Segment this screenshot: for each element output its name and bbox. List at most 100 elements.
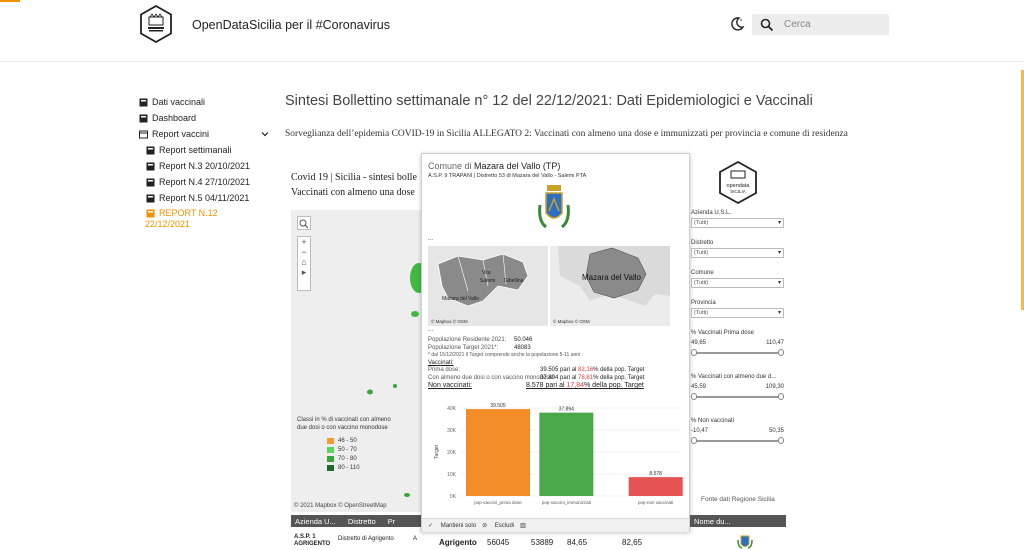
map-label-salemi: Salemi [480, 278, 495, 284]
bar [539, 412, 594, 496]
search-input[interactable] [784, 19, 884, 30]
y-tick-label: 10K [447, 472, 457, 478]
sidebar-item-label: Report N.3 20/10/2021 [159, 161, 251, 171]
sidebar-subitem-report-n4[interactable]: Report N.4 27/10/2021 [146, 174, 269, 190]
range-prima-dose[interactable]: % Vaccinati Prima dose 49,65 110,47 [691, 330, 784, 360]
search-box[interactable] [752, 14, 889, 35]
keep-only-button[interactable]: ✓ Mantieni solo [428, 523, 477, 529]
slider-handle-max[interactable] [778, 393, 784, 400]
sidebar-item-label-line1: REPORT N.12 [159, 208, 218, 218]
select-distretto[interactable]: (Tutti) [691, 248, 784, 258]
range-due-dosi[interactable]: % Vaccinati con almeno due d... 45,59 10… [691, 374, 784, 404]
bar [628, 477, 683, 496]
bar [466, 409, 530, 496]
zoom-out-icon[interactable]: − [301, 247, 307, 257]
sidebar-item-dati-vaccinali[interactable]: Dati vaccinali [139, 94, 269, 110]
opendatasicilia-logo[interactable] [139, 5, 173, 43]
col-pr[interactable]: Pr [387, 516, 396, 526]
book-icon [139, 98, 148, 106]
table-header: Azienda U... Distretto Pr [291, 515, 421, 527]
legend-item[interactable]: 46 - 50 [327, 436, 391, 445]
map-zoom-controls[interactable]: + − ⌂ ▸ [297, 236, 311, 291]
y-axis-label: Target [434, 444, 440, 459]
exclude-button[interactable]: ⊘ Escludi [482, 523, 515, 529]
x-tick-label: pop-non vaccinati [638, 500, 673, 505]
slider-track[interactable] [694, 352, 781, 354]
sidebar-subitem-report-n3[interactable]: Report N.3 20/10/2021 [146, 158, 269, 174]
sidebar-item-label: Report settimanali [159, 145, 232, 155]
map-credit[interactable]: © 2021 Mapbox © OpenStreetMap [294, 503, 387, 509]
home-icon[interactable]: ⌂ [301, 257, 307, 267]
zoom-in-icon[interactable]: + [301, 237, 307, 247]
range-non-vaccinati[interactable]: % Non vaccinati -10,47 50,35 [691, 418, 784, 448]
legend-title-1: Classi in % di vaccinati con almeno [297, 417, 391, 423]
slider-track[interactable] [694, 396, 781, 398]
page-subtitle: Sorveglianza dell’epidemia COVID-19 in S… [285, 129, 848, 139]
sidebar-item-label-line2[interactable]: 22/12/2021 [145, 219, 191, 229]
bar-value-label: 8.578 [649, 471, 662, 477]
search-icon [299, 219, 309, 229]
slider-handle-min[interactable] [691, 393, 697, 400]
col-azienda[interactable]: Azienda U... [295, 516, 336, 526]
opendatasicilia-logo-small: opendata SICILIA [719, 161, 757, 204]
sidebar-item-label: Report N.5 04/11/2021 [159, 193, 250, 203]
select-comune[interactable]: (Tutti) [691, 278, 784, 288]
tooltip-stats: Popolazione Residente 2021: 50.046 Popola… [428, 337, 645, 389]
embed-title: Covid 19 | Sicilia - sintesi bolle Vacci… [291, 170, 417, 200]
col-distretto[interactable]: Distretto [347, 516, 376, 526]
minimap-area: Vita Salemi Gibellina Mazara del Vallo ©… [428, 246, 548, 326]
play-icon[interactable]: ▸ [301, 267, 307, 277]
slider-handle-min[interactable] [691, 437, 697, 444]
scroll-accent[interactable] [1021, 70, 1024, 310]
sidebar-subitem-report-n12-active[interactable]: REPORT N.12 [146, 208, 269, 219]
x-tick-label: pop-vaccini_immunizzati [542, 500, 591, 505]
book-icon [146, 146, 155, 154]
bar-value-label: 39.505 [490, 403, 506, 409]
tooltip-title: Comune di Mazara del Vallo (TP) [428, 161, 561, 171]
select-provincia[interactable]: (Tutti) [691, 308, 784, 318]
sidebar-item-report-vaccini[interactable]: Report vaccini [139, 126, 269, 142]
right-table-header[interactable]: Nome du... [690, 515, 786, 527]
y-tick-label: 30K [447, 428, 457, 434]
slider-handle-max[interactable] [778, 437, 784, 444]
x-tick-label: pop-vaccini_prima dose [474, 500, 522, 505]
slider-track[interactable] [694, 440, 781, 442]
data-source: Fonte dati Regione Sicilia [701, 496, 775, 503]
filter-label-provincia: Provincia [691, 300, 716, 306]
tooltip-footer: ✓ Mantieni solo ⊘ Escludi ▥ [422, 518, 689, 532]
slider-handle-max[interactable] [778, 349, 784, 356]
minimap-zoomed: Mazara del Vallo © Mapbox © OSM [550, 246, 670, 326]
book-icon [146, 194, 155, 202]
select-azienda[interactable]: (Tutti) [691, 218, 784, 228]
sidebar-nav: Dati vaccinali Dashboard Report vaccini … [139, 94, 269, 230]
filter-label-azienda: Azienda U.S.L. [691, 210, 732, 216]
legend-item[interactable]: 80 - 110 [327, 463, 391, 472]
y-tick-label: 20K [447, 450, 457, 456]
sidebar-item-label: Dashboard [152, 113, 197, 123]
minimap-credit: © Mapbox © OSM [431, 319, 468, 324]
embed-title-line2: Vaccinati con almeno una dose [291, 187, 415, 198]
map-label-mazara-zoomed: Mazara del Vallo [582, 273, 642, 282]
tooltip-dots: ... [428, 327, 434, 333]
chevron-down-icon[interactable] [261, 130, 269, 138]
site-title[interactable]: OpenDataSicilia per il #Coronavirus [192, 18, 391, 32]
sidebar-item-label: REPORT N.12 [159, 208, 218, 219]
book-icon [146, 162, 155, 170]
sidebar-subitem-report-settimanali[interactable]: Report settimanali [146, 142, 269, 158]
embed-title-line1: Covid 19 | Sicilia - sintesi bolle [291, 172, 417, 183]
map-tooltip[interactable]: Comune di Mazara del Vallo (TP) A.S.P. 9… [421, 153, 690, 532]
view-data-icon[interactable]: ▥ [520, 523, 526, 529]
dark-mode-toggle-icon[interactable] [729, 16, 745, 32]
map-label-mazara: Mazara del Vallo [442, 296, 479, 302]
map-search-button[interactable] [297, 216, 311, 230]
choropleth-map[interactable] [291, 210, 428, 512]
site-header: OpenDataSicilia per il #Coronavirus [0, 0, 1024, 62]
sidebar-subitem-report-n5[interactable]: Report N.5 04/11/2021 [146, 190, 269, 206]
legend-item[interactable]: 50 - 70 [327, 445, 391, 454]
slider-handle-min[interactable] [691, 349, 697, 356]
sidebar-item-dashboard[interactable]: Dashboard [139, 110, 269, 126]
map-label-gibellina: Gibellina [504, 278, 524, 284]
legend-item[interactable]: 70 - 80 [327, 454, 391, 463]
top-accent-bar [0, 0, 20, 2]
folder-open-icon [139, 130, 148, 138]
